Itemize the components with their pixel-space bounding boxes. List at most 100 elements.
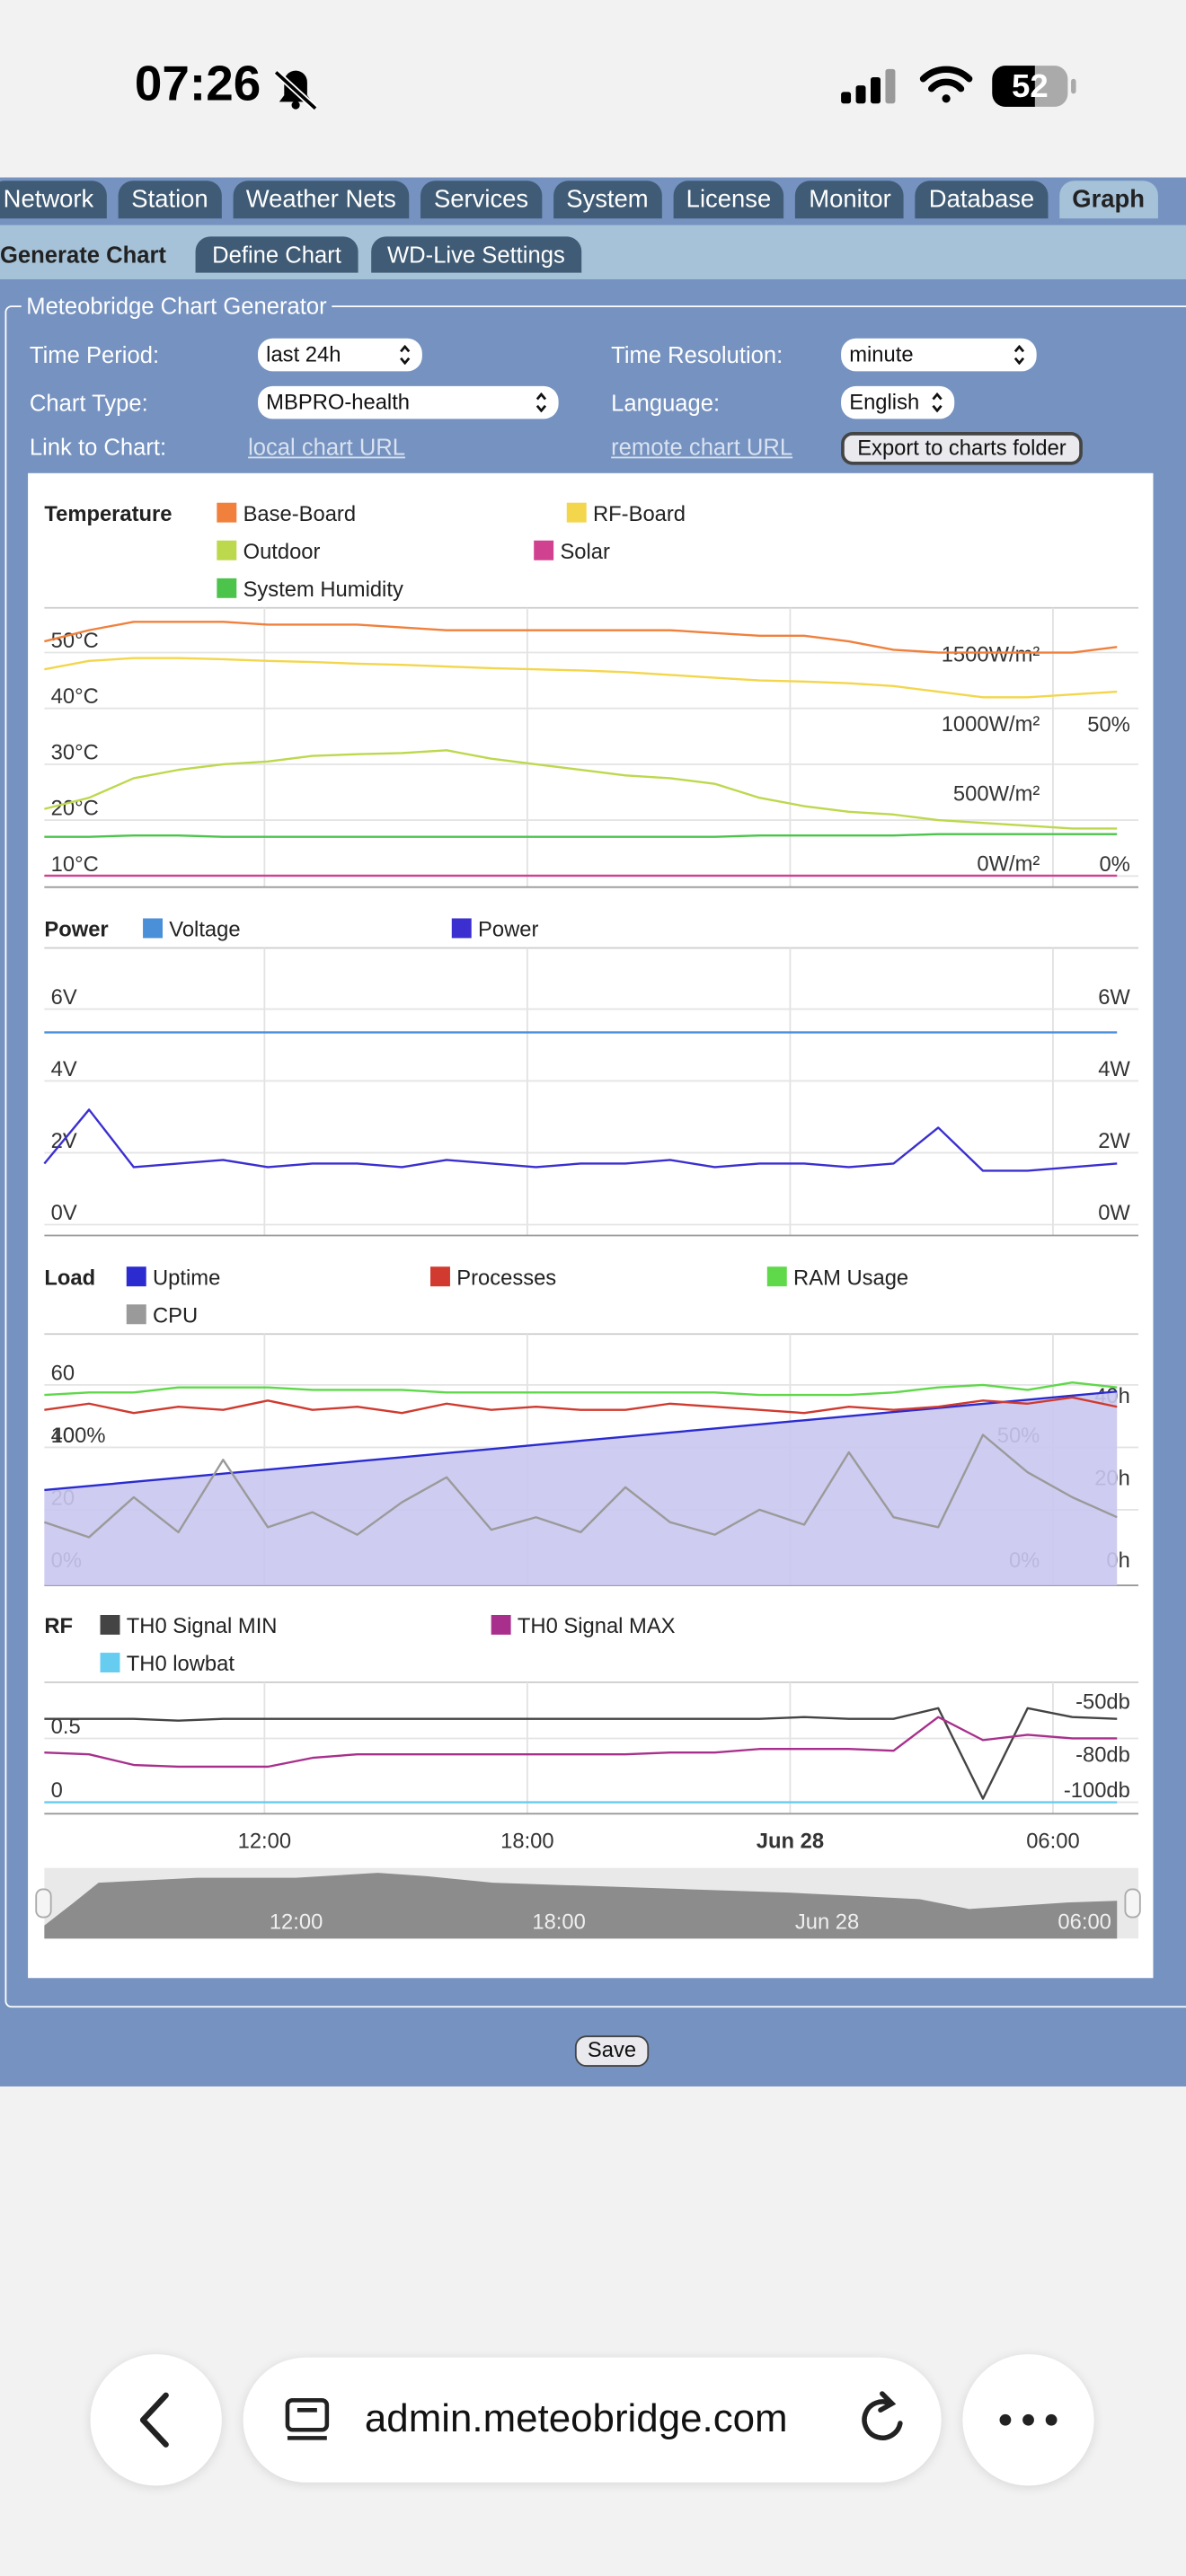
back-button[interactable] — [90, 2354, 222, 2486]
save-button[interactable]: Save — [574, 2035, 650, 2068]
navigator-label: 06:00 — [1058, 1910, 1111, 1934]
legend-swatch — [100, 1615, 120, 1635]
legend-swatch — [126, 1304, 146, 1325]
x-tick-label: 18:00 — [500, 1830, 553, 1854]
chart-title: Power — [44, 918, 108, 942]
y2-tick-label: 2W — [1098, 1129, 1130, 1153]
tab[interactable]: Station — [118, 181, 222, 219]
y2-tick-label: 1500W/m² — [942, 642, 1040, 666]
legend-swatch — [100, 1653, 120, 1673]
remote-link[interactable]: remote chart URL — [611, 433, 793, 461]
reload-button[interactable] — [862, 2391, 903, 2440]
legend-label: CPU — [153, 1303, 198, 1328]
series-line — [44, 749, 1118, 830]
chevrons — [400, 345, 411, 366]
browser-bar — [90, 2354, 1094, 2486]
select[interactable]: English — [841, 385, 955, 419]
signal-icon — [841, 68, 896, 104]
x-tick-label: 06:00 — [1026, 1830, 1079, 1854]
navigator-label: 18:00 — [532, 1910, 585, 1934]
y2-tick-label: 4W — [1098, 1057, 1130, 1081]
y-tick-label: 10°C — [51, 852, 99, 877]
legend-label: Voltage — [169, 918, 240, 942]
series-line — [44, 621, 1118, 654]
y2-tick-label: 0% — [1100, 852, 1130, 877]
legend-label: RF-Board — [593, 502, 686, 526]
area — [44, 1391, 1118, 1586]
tab[interactable]: Database — [916, 181, 1048, 219]
navigator-series — [44, 1873, 1118, 1939]
tab[interactable]: License — [673, 181, 784, 219]
tab[interactable]: Services — [420, 181, 542, 219]
chevrons — [932, 393, 943, 413]
legend-label: System Humidity — [243, 578, 403, 602]
legend-label: Base-Board — [243, 502, 356, 526]
y2-tick-label: -50db — [1075, 1689, 1130, 1714]
y-tick-label: 6V — [51, 985, 77, 1010]
address-bar[interactable] — [243, 2357, 942, 2483]
legend-swatch — [143, 918, 164, 939]
tab[interactable]: Graph — [1058, 181, 1158, 219]
navigator-handle[interactable] — [1124, 1888, 1141, 1919]
y2-tick-label: -100db — [1064, 1778, 1130, 1803]
tab-icon — [285, 2398, 330, 2440]
series-line — [44, 1396, 1118, 1415]
export-button[interactable]: Export to charts folder — [841, 432, 1083, 465]
subtab[interactable]: Define Chart — [195, 236, 358, 273]
select-value: minute — [849, 341, 914, 366]
y-tick-label: 100% — [51, 1424, 106, 1448]
navigator-label: 12:00 — [270, 1910, 323, 1934]
y-tick-label: 60 — [51, 1361, 75, 1385]
y-tick-label: 0V — [51, 1201, 77, 1225]
legend-label: Solar — [560, 540, 610, 564]
chart-panel — [28, 472, 1154, 1979]
chart-title: Temperature — [44, 502, 172, 526]
field-label: Link to Chart: — [29, 433, 167, 461]
legend-label: Outdoor — [243, 540, 321, 564]
legend-swatch — [566, 502, 587, 523]
y2-tick-label: 50% — [1087, 712, 1130, 737]
y2-tick-label: 6W — [1098, 985, 1130, 1010]
tab[interactable]: Network — [0, 181, 107, 219]
series-line — [44, 833, 1118, 838]
field-label: Language: — [611, 389, 721, 416]
y2-tick-label: 1000W/m² — [942, 712, 1040, 737]
navigator-label: Jun 28 — [795, 1910, 859, 1934]
legend-label: Uptime — [153, 1266, 220, 1290]
select[interactable]: minute — [841, 338, 1037, 372]
tab[interactable]: Weather Nets — [233, 181, 410, 219]
select[interactable]: MBPRO-health — [258, 385, 559, 419]
tab[interactable]: Monitor — [795, 181, 905, 219]
field-label: Time Resolution: — [611, 341, 783, 368]
field-label: Time Period: — [29, 341, 160, 368]
y-tick-label: 20°C — [51, 797, 99, 821]
tab[interactable]: System — [553, 181, 662, 219]
subtab[interactable]: WD-Live Settings — [370, 236, 582, 273]
fieldset — [4, 305, 1186, 2008]
battery-level: 52 — [1012, 67, 1049, 104]
fieldset-legend: Meteobridge Chart Generator — [21, 290, 332, 321]
series-line — [44, 657, 1118, 699]
y-tick-label: 0 — [51, 1778, 63, 1803]
chevrons — [1013, 345, 1025, 366]
mute-icon — [273, 69, 318, 111]
navigator-handle[interactable] — [35, 1888, 52, 1919]
url: admin.meteobridge.com — [364, 2396, 788, 2442]
legend-swatch — [451, 918, 472, 939]
y-tick-label: 50°C — [51, 629, 99, 653]
y2-tick-label: 500W/m² — [953, 782, 1040, 807]
subtab[interactable]: Generate Chart — [0, 236, 183, 273]
legend-swatch — [217, 502, 237, 523]
subtab-list: Generate Chart Define Chart WD-Live Settin… — [0, 236, 582, 273]
y-tick-label: 40 — [51, 1424, 75, 1448]
local-link[interactable]: local chart URL — [248, 433, 406, 461]
select[interactable]: last 24h — [258, 338, 422, 372]
legend-swatch — [534, 540, 554, 560]
y2-tick-label: 0W — [1098, 1201, 1130, 1225]
clock: 07:26 — [134, 57, 261, 112]
legend-swatch — [217, 540, 237, 560]
more-button[interactable] — [962, 2354, 1094, 2486]
legend-label: TH0 Signal MAX — [518, 1614, 676, 1638]
